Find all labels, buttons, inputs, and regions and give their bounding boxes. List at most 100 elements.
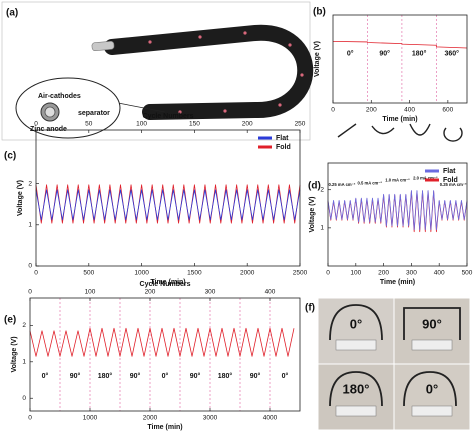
x-tick-label: 200 [366, 107, 377, 114]
x-tick-label: 600 [442, 107, 453, 114]
photo [393, 363, 471, 431]
fiber-battery [104, 24, 314, 120]
x-tick-label: 1500 [187, 270, 202, 277]
annotation: 0.25 mA cm⁻² [329, 182, 356, 187]
chart: (c) 0 500 1000 1500 2000 2500 0 1 2 0 50 100 150 200 25… [4, 113, 308, 286]
annotation: 180° [218, 372, 233, 380]
legend-label: Flat [276, 135, 289, 142]
x-tick-label: 400 [404, 107, 415, 114]
y-tick-label: 2 [22, 322, 26, 329]
x-tick-label: 0 [28, 415, 32, 422]
panel-label: (f) [305, 303, 315, 314]
photo-label: 90° [422, 316, 442, 331]
fibers [329, 304, 461, 407]
annotation: 0.5 mA cm⁻² [357, 180, 382, 185]
cross-section-core [44, 106, 56, 118]
x2-tick-label: 100 [85, 289, 96, 296]
x-tick-label: 1000 [83, 415, 98, 422]
callout-label: Zinc anode [30, 126, 67, 133]
annotation: 90° [250, 372, 261, 380]
annotation: 0° [282, 372, 289, 380]
annotation: 90° [70, 372, 81, 380]
y-axis-label: Voltage (V) [309, 196, 316, 232]
plot-frame [332, 14, 468, 104]
callout [15, 77, 121, 139]
annotation: 1.0 mA cm⁻² [385, 177, 410, 182]
x2-tick-label: 250 [295, 121, 306, 128]
y-tick-label: 1 [28, 222, 32, 229]
annotation: 0.25 mA cm⁻² [440, 182, 467, 187]
x-tick-label: 2500 [293, 270, 308, 277]
y-axis-label: Voltage (V) [17, 180, 24, 216]
x-tick-label: 0 [326, 270, 330, 277]
x-axis-label: Time (min) [147, 424, 182, 431]
annotation: 180° [98, 372, 113, 380]
y-tick-label: 1 [320, 225, 324, 232]
panel-label: (e) [4, 315, 16, 326]
photo [393, 297, 471, 365]
x-tick-label: 500 [462, 270, 473, 277]
x-tick-label: 100 [350, 270, 361, 277]
y-tick-label: 0 [28, 263, 32, 270]
fiber-end [91, 41, 115, 51]
photo-label: 0° [350, 316, 362, 331]
x2-tick-label: 150 [189, 121, 200, 128]
x-axis-label: Time (min) [150, 279, 185, 286]
chart: (b) 0 200 400 600 Time (min) Voltage (V) 0° 90° 1… [313, 7, 468, 123]
x-tick-label: 0 [34, 270, 38, 277]
chart: (e) 0 1000 2000 3000 4000 0 1 2 0 100 200 300 400 Cycl… [4, 281, 301, 431]
x-tick-label: 1000 [134, 270, 149, 277]
panel-label: (b) [313, 7, 326, 18]
legend-label: Fold [443, 177, 458, 184]
plot-frame [29, 297, 301, 412]
fiber-dots [148, 31, 304, 114]
legend-label: Flat [443, 168, 456, 175]
panel-label: (d) [308, 181, 321, 192]
annotation: 0° [162, 372, 169, 380]
y-axis-label: Voltage (V) [314, 41, 321, 77]
annotation: 2.0 mA cm⁻² [413, 175, 438, 180]
annotation: 360° [444, 49, 459, 57]
x2-tick-label: 200 [145, 289, 156, 296]
annotation: 90° [130, 372, 141, 380]
callout-label: separator [78, 110, 110, 117]
annotation: 90° [190, 372, 201, 380]
callout-line [117, 102, 166, 113]
plot-frame [35, 129, 301, 267]
x2-tick-label: 100 [136, 121, 147, 128]
x2-tick-label: 400 [265, 289, 276, 296]
x-axis-label: Time (min) [382, 116, 417, 123]
panel-f: (f) 0° 90° 180° 0° [305, 297, 471, 431]
x-tick-label: 200 [378, 270, 389, 277]
photo-label: 180° [343, 381, 370, 396]
plot-frame [327, 162, 468, 267]
panel-label: (c) [4, 151, 16, 162]
x-tick-label: 0 [331, 107, 335, 114]
x2-tick-label: 300 [205, 289, 216, 296]
y-tick-label: 0 [22, 395, 26, 402]
photo-label: 0° [426, 381, 438, 396]
x-tick-label: 400 [434, 270, 445, 277]
annotation: 90° [379, 49, 390, 57]
devices [335, 339, 453, 417]
y-tick-label: 1 [22, 359, 26, 366]
callout-label: Air-cathodes [38, 93, 81, 100]
x-tick-label: 500 [83, 270, 94, 277]
x2-tick-label: 0 [28, 289, 32, 296]
y-tick-label: 2 [28, 180, 32, 187]
data-line [29, 327, 295, 357]
y-axis-label: Voltage (V) [11, 336, 18, 372]
annotation: 180° [412, 49, 427, 57]
x2-tick-label: 200 [242, 121, 253, 128]
annotation: 0° [42, 372, 49, 380]
x2-axis-label: Cycle Numbers [140, 281, 191, 288]
x-axis-label: Time (min) [380, 279, 415, 286]
x-tick-label: 4000 [263, 415, 278, 422]
data-line [332, 41, 468, 49]
x-tick-label: 3000 [203, 415, 218, 422]
x-tick-label: 2000 [143, 415, 158, 422]
legend-label: Fold [276, 144, 291, 151]
x-tick-label: 300 [406, 270, 417, 277]
chart: (d) 0 100 200 300 400 500 1 2 Time (min) Voltage (… [308, 162, 473, 286]
